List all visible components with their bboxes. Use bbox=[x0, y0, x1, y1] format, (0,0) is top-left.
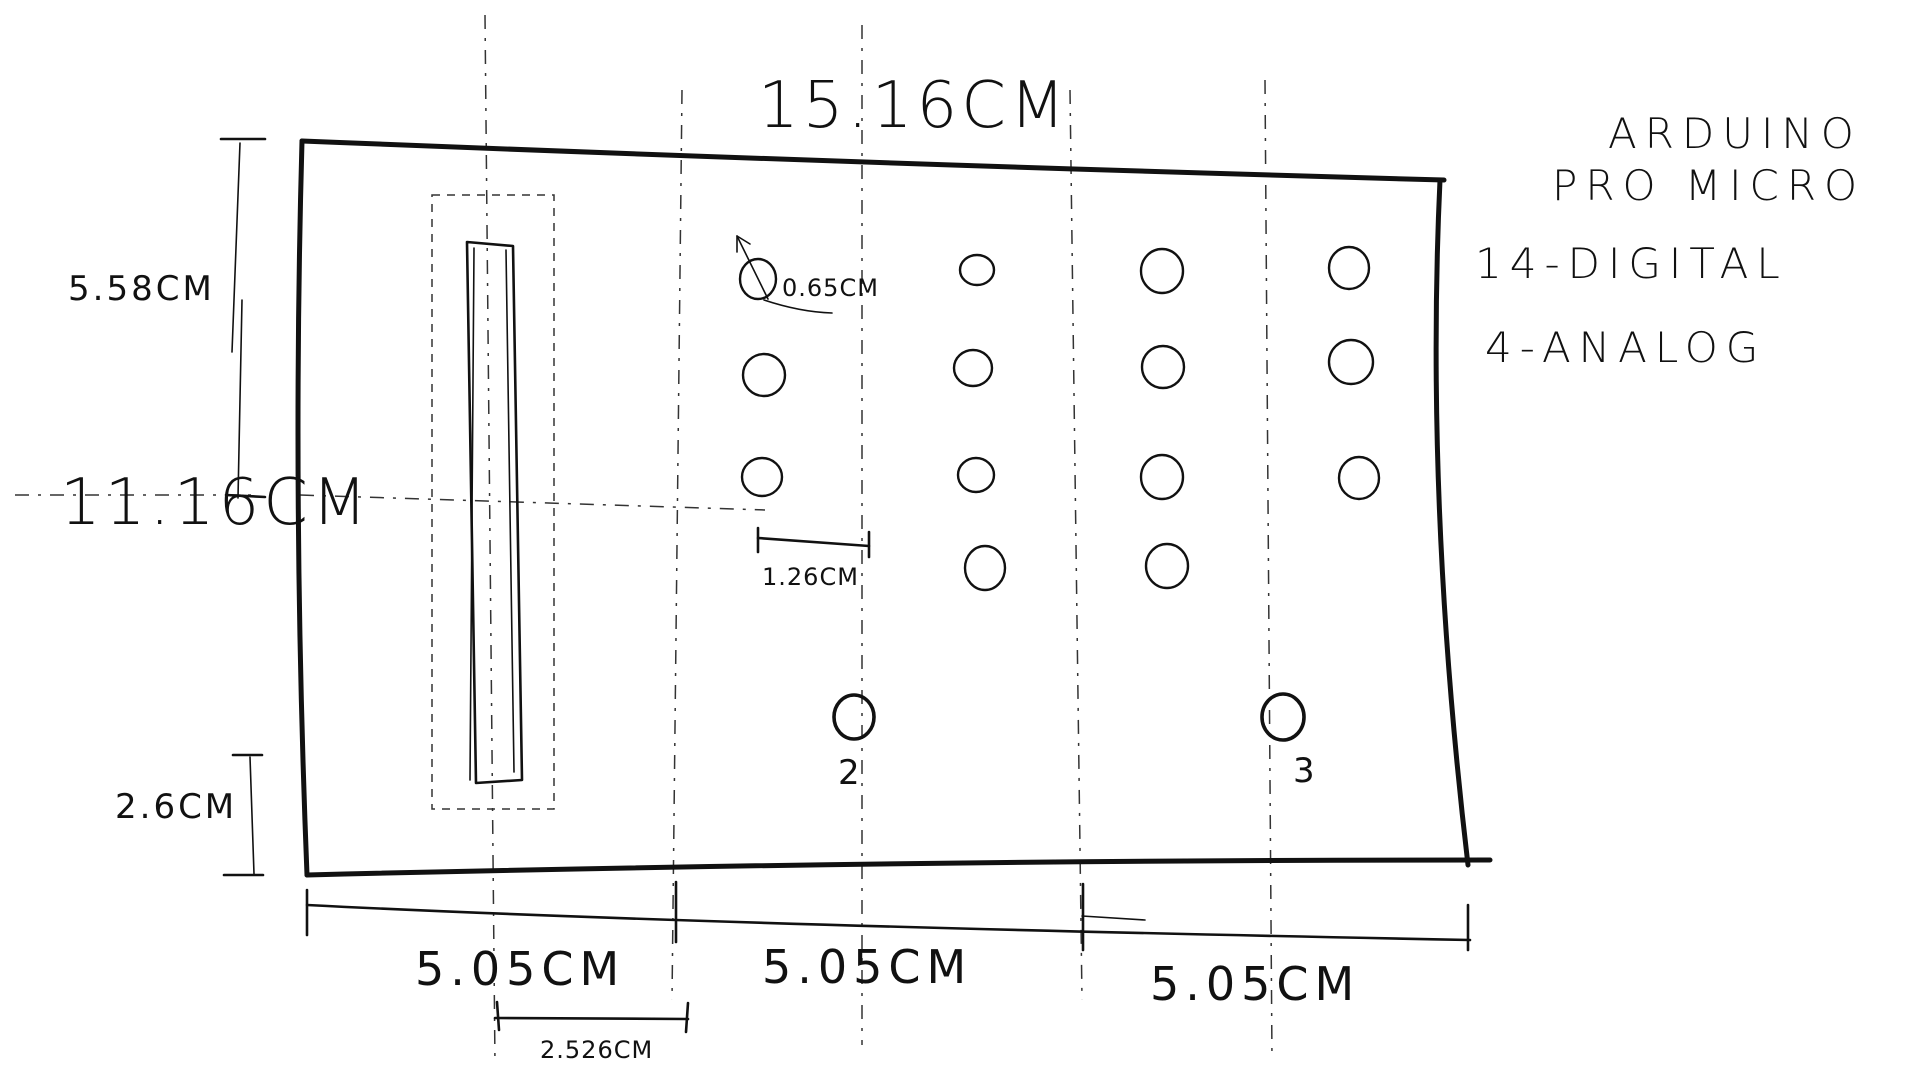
hole-number-2: 2 bbox=[838, 753, 863, 793]
hole bbox=[741, 352, 787, 398]
hole bbox=[1327, 245, 1371, 291]
usb-slot bbox=[431, 194, 555, 810]
note-line-1: ARDUINO bbox=[1608, 109, 1862, 158]
section-left-label: 5.05CM bbox=[415, 942, 625, 996]
hole bbox=[956, 456, 996, 494]
bottom-offset-label: 2.6CM bbox=[115, 787, 237, 827]
hole bbox=[740, 456, 784, 498]
note-line-4: 4-ANALOG bbox=[1485, 323, 1766, 372]
hole-diameter-label: 0.65CM bbox=[782, 274, 879, 302]
hole bbox=[1337, 455, 1381, 501]
half-section-label: 2.526CM bbox=[540, 1036, 653, 1064]
hole bbox=[1139, 453, 1185, 501]
hole-grid bbox=[738, 245, 1381, 742]
width-dimension bbox=[305, 880, 1472, 1034]
hole-spacing-label: 1.26CM bbox=[762, 563, 859, 591]
hole bbox=[1139, 247, 1185, 295]
section-right-label: 5.05CM bbox=[1150, 957, 1360, 1011]
hole bbox=[738, 257, 778, 301]
hole-number-3: 3 bbox=[1293, 751, 1318, 791]
hole-large bbox=[832, 693, 876, 741]
hole bbox=[1140, 344, 1186, 390]
height-dimension bbox=[219, 137, 267, 877]
total-width-label: 15.16CM bbox=[758, 69, 1069, 143]
hole bbox=[1144, 542, 1190, 590]
section-mid-label: 5.05CM bbox=[762, 940, 972, 994]
note-line-2: PRO MICRO bbox=[1552, 161, 1865, 210]
arduino-notes: ARDUINO PRO MICRO 14-DIGITAL 4-ANALOG bbox=[1475, 109, 1865, 372]
hole bbox=[1327, 338, 1375, 386]
hole bbox=[958, 253, 996, 287]
hole bbox=[952, 348, 994, 388]
total-height-label: 11.16CM bbox=[60, 466, 371, 540]
hole-spacing-dimension bbox=[756, 526, 871, 559]
note-line-3: 14-DIGITAL bbox=[1475, 239, 1788, 288]
hole bbox=[963, 544, 1007, 592]
center-lines bbox=[15, 14, 1273, 1066]
enclosure-outline bbox=[295, 138, 1493, 878]
top-offset-label: 5.58CM bbox=[68, 269, 215, 309]
diameter-arrow bbox=[736, 235, 833, 314]
hole-large bbox=[1260, 692, 1306, 742]
